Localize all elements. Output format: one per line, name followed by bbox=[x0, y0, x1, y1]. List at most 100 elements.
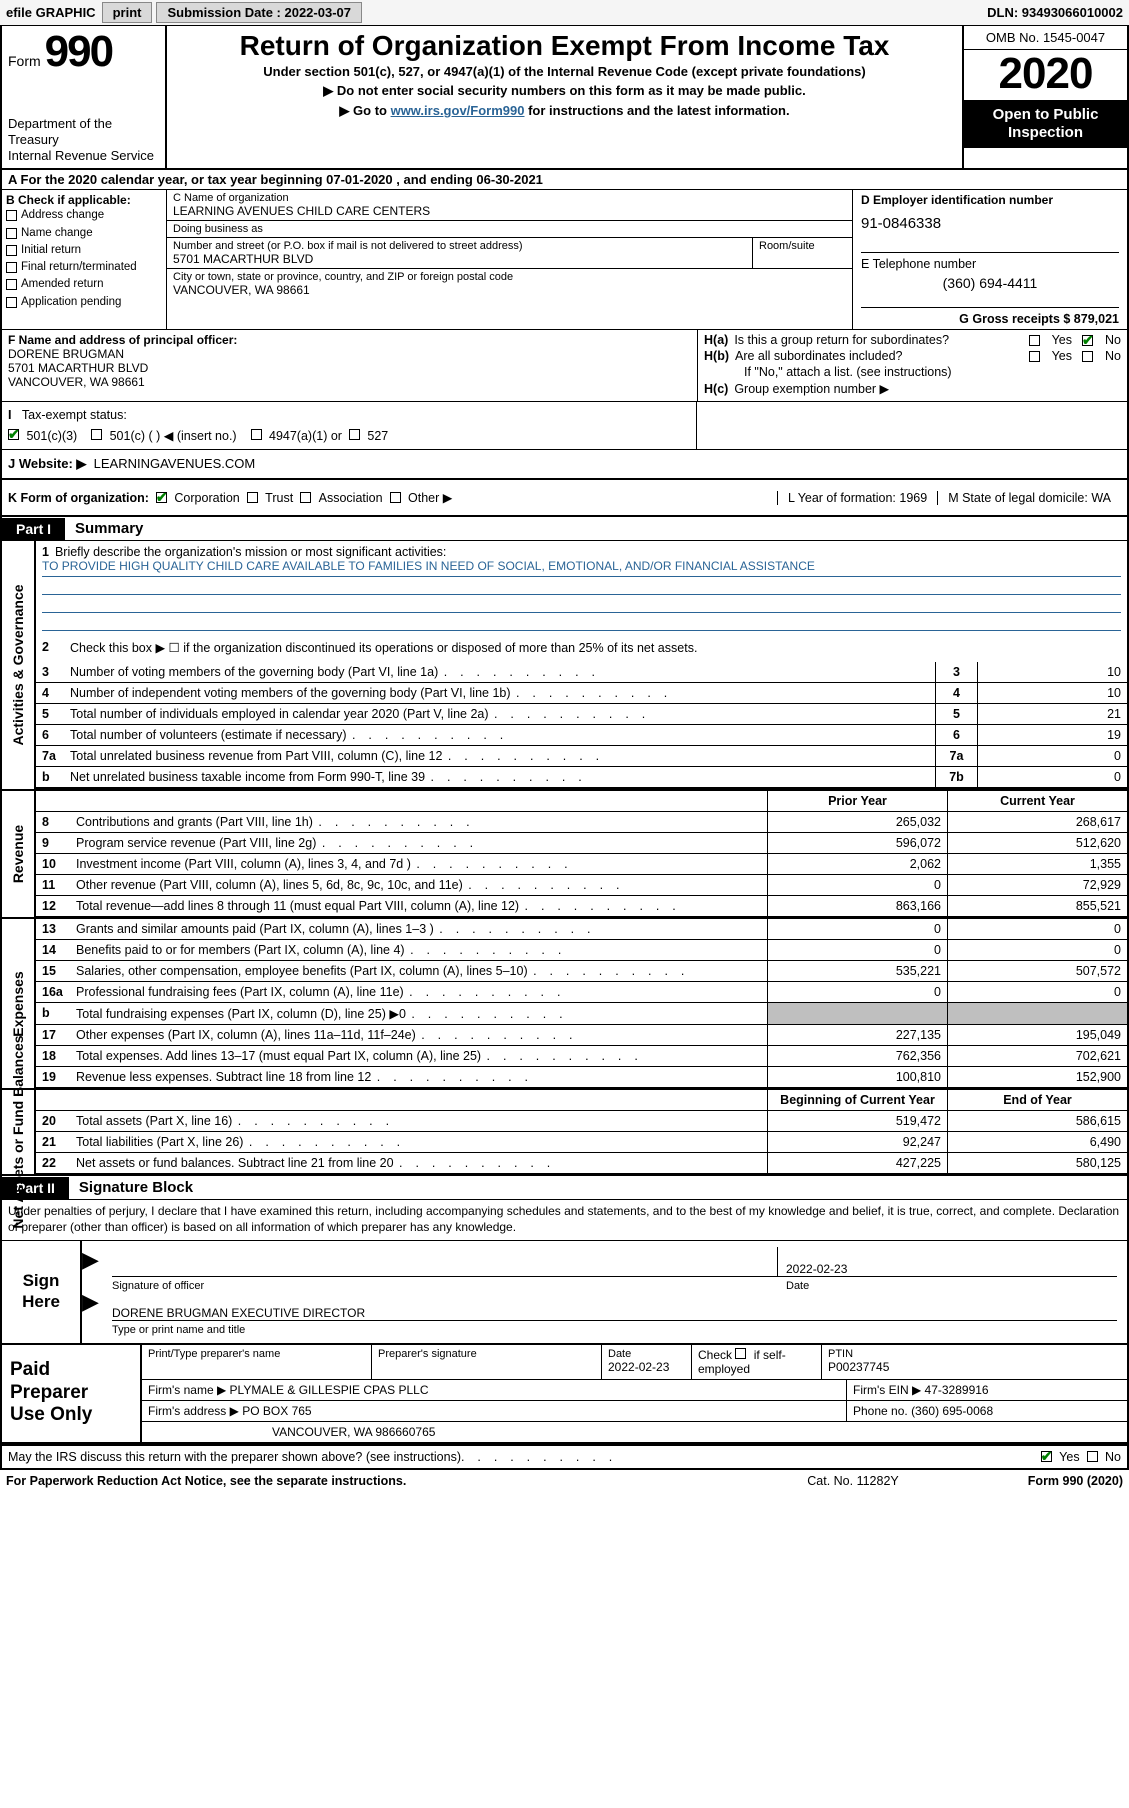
gov-row: bNet unrelated business taxable income f… bbox=[36, 767, 1127, 789]
row-val: 21 bbox=[977, 704, 1127, 724]
year-header-revenue: Prior Year Current Year bbox=[36, 791, 1127, 812]
chk-label: Address change bbox=[21, 207, 104, 224]
gov-row: 3Number of voting members of the governi… bbox=[36, 662, 1127, 683]
firm-ein: 47-3289916 bbox=[925, 1383, 989, 1397]
row-prior: 535,221 bbox=[767, 961, 947, 981]
officer-name: DORENE BRUGMAN bbox=[8, 347, 691, 361]
row-num: 12 bbox=[36, 896, 72, 916]
checkbox-icon[interactable] bbox=[1029, 351, 1040, 362]
instructions-link[interactable]: www.irs.gov/Form990 bbox=[391, 103, 525, 118]
row-num: 11 bbox=[36, 875, 72, 895]
print-button[interactable]: print bbox=[102, 2, 153, 23]
row-text: Total number of volunteers (estimate if … bbox=[66, 725, 935, 745]
chk-initial-return[interactable]: Initial return bbox=[6, 242, 162, 259]
row-text: Net assets or fund balances. Subtract li… bbox=[72, 1153, 767, 1173]
row-num: 17 bbox=[36, 1025, 72, 1045]
checkbox-icon[interactable] bbox=[1082, 351, 1093, 362]
sign-here-body: ▶ Signature of officer 2022-02-23Date ▶ … bbox=[82, 1241, 1127, 1343]
row-current: 0 bbox=[947, 940, 1127, 960]
checkbox-icon[interactable] bbox=[735, 1348, 746, 1359]
part-i-header: Part I Summary bbox=[0, 517, 1129, 541]
checkbox-icon[interactable] bbox=[156, 492, 167, 503]
checkbox-icon[interactable] bbox=[1041, 1451, 1052, 1462]
line-a: A For the 2020 calendar year, or tax yea… bbox=[0, 170, 1129, 190]
box-h: H(a) Is this a group return for subordin… bbox=[697, 330, 1127, 401]
row-box: 5 bbox=[935, 704, 977, 724]
row-current: 507,572 bbox=[947, 961, 1127, 981]
sign-here-row: SignHere ▶ Signature of officer 2022-02-… bbox=[2, 1241, 1127, 1345]
mission-block: 1Briefly describe the organization's mis… bbox=[36, 541, 1127, 633]
phone-value: (360) 694-4411 bbox=[861, 275, 1119, 291]
q2-num: 2 bbox=[36, 637, 66, 658]
gov-row: 6Total number of volunteers (estimate if… bbox=[36, 725, 1127, 746]
firm-name-lab: Firm's name ▶ bbox=[148, 1383, 226, 1397]
pp-date-lab: Date bbox=[608, 1348, 685, 1360]
row-prior: 596,072 bbox=[767, 833, 947, 853]
section-governance: Activities & Governance 1Briefly describ… bbox=[0, 541, 1129, 791]
sidelabel-governance: Activities & Governance bbox=[2, 541, 36, 789]
submission-date-button[interactable]: Submission Date : 2022-03-07 bbox=[156, 2, 362, 23]
ein-label: D Employer identification number bbox=[861, 193, 1119, 207]
checkbox-icon[interactable] bbox=[349, 429, 360, 440]
checkbox-icon[interactable] bbox=[300, 492, 311, 503]
row-num: 21 bbox=[36, 1132, 72, 1152]
officer-addr2: VANCOUVER, WA 98661 bbox=[8, 375, 691, 389]
row-current: 195,049 bbox=[947, 1025, 1127, 1045]
checkbox-icon[interactable] bbox=[1087, 1451, 1098, 1462]
row-text: Benefits paid to or for members (Part IX… bbox=[72, 940, 767, 960]
footer-left: For Paperwork Reduction Act Notice, see … bbox=[6, 1474, 753, 1488]
row-prior: 100,810 bbox=[767, 1067, 947, 1087]
money-row: 12Total revenue—add lines 8 through 11 (… bbox=[36, 896, 1127, 917]
row-num: 18 bbox=[36, 1046, 72, 1066]
section-revenue: Revenue Prior Year Current Year 8Contrib… bbox=[0, 791, 1129, 919]
checkbox-icon[interactable] bbox=[1029, 335, 1040, 346]
row-text: Other revenue (Part VIII, column (A), li… bbox=[72, 875, 767, 895]
viewer-toolbar: efile GRAPHIC print Submission Date : 20… bbox=[0, 0, 1129, 26]
chk-name-change[interactable]: Name change bbox=[6, 225, 162, 242]
hb-text: Are all subordinates included? bbox=[735, 349, 902, 363]
paid-preparer-label: PaidPreparerUse Only bbox=[2, 1345, 142, 1442]
sub3-pre: ▶ Go to bbox=[339, 103, 390, 118]
gross-receipts: G Gross receipts $ 879,021 bbox=[861, 308, 1119, 326]
checkbox-icon[interactable] bbox=[251, 429, 262, 440]
l-year: L Year of formation: 1969 bbox=[777, 491, 937, 505]
checkbox-icon[interactable] bbox=[390, 492, 401, 503]
row-text: Total revenue—add lines 8 through 11 (mu… bbox=[72, 896, 767, 916]
chk-final-return[interactable]: Final return/terminated bbox=[6, 259, 162, 276]
box-c: C Name of organization LEARNING AVENUES … bbox=[167, 190, 852, 329]
row-box: 6 bbox=[935, 725, 977, 745]
firm-addr: PO BOX 765 bbox=[242, 1404, 311, 1418]
tax-exempt-label: I Tax-exempt status: bbox=[8, 408, 690, 422]
row-text: Total unrelated business revenue from Pa… bbox=[66, 746, 935, 766]
checkbox-icon[interactable] bbox=[91, 429, 102, 440]
chk-address-change[interactable]: Address change bbox=[6, 207, 162, 224]
money-row: 16aProfessional fundraising fees (Part I… bbox=[36, 982, 1127, 1003]
firm-phone-lab: Phone no. bbox=[853, 1404, 908, 1418]
checkbox-icon[interactable] bbox=[1082, 335, 1093, 346]
sidelabel-net: Net Assets or Fund Balances bbox=[2, 1090, 36, 1174]
money-row: 11Other revenue (Part VIII, column (A), … bbox=[36, 875, 1127, 896]
chk-amended-return[interactable]: Amended return bbox=[6, 276, 162, 293]
governance-rows: 3Number of voting members of the governi… bbox=[36, 662, 1127, 789]
nh-end: End of Year bbox=[947, 1090, 1127, 1110]
row-current: 512,620 bbox=[947, 833, 1127, 853]
page-footer: For Paperwork Reduction Act Notice, see … bbox=[0, 1470, 1129, 1492]
row-text: Total assets (Part X, line 16) bbox=[72, 1111, 767, 1131]
checkbox-icon[interactable] bbox=[247, 492, 258, 503]
k-assoc: Association bbox=[319, 491, 383, 505]
opt-527: 527 bbox=[367, 429, 388, 443]
org-name-label: C Name of organization bbox=[173, 192, 846, 204]
discuss-yes: Yes bbox=[1059, 1450, 1079, 1464]
row-box: 3 bbox=[935, 662, 977, 682]
discuss-no: No bbox=[1105, 1450, 1121, 1464]
gov-row: 4Number of independent voting members of… bbox=[36, 683, 1127, 704]
row-current: 580,125 bbox=[947, 1153, 1127, 1173]
chk-label: Name change bbox=[21, 225, 93, 242]
checkbox-icon[interactable] bbox=[8, 429, 19, 440]
firm-addr-lab: Firm's address ▶ bbox=[148, 1404, 239, 1418]
ptin-val: P00237745 bbox=[828, 1360, 1121, 1374]
dept-label: Department of the TreasuryInternal Reven… bbox=[8, 116, 157, 165]
row-num: 20 bbox=[36, 1111, 72, 1131]
chk-application-pending[interactable]: Application pending bbox=[6, 294, 162, 311]
pp-check-lab: Check bbox=[698, 1348, 732, 1362]
